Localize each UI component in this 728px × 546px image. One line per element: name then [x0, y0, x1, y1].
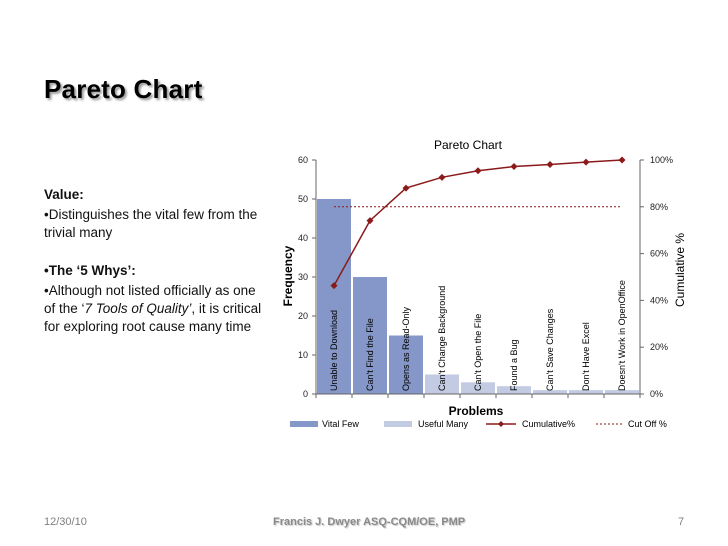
cumulative-point-6	[546, 160, 554, 168]
category-label-0: Unable to Download	[329, 310, 339, 391]
category-label-5: Found a Bug	[509, 339, 519, 391]
value-heading: Value:	[44, 187, 84, 202]
footer-date: 12/30/10	[44, 516, 87, 528]
y2-tick-label: 80%	[650, 202, 668, 212]
bar-vital-few-1	[353, 277, 387, 394]
cumulative-point-2	[402, 184, 410, 192]
footer-page: 7	[678, 516, 685, 528]
cumulative-line	[333, 159, 623, 287]
cumulative-point-4	[474, 167, 482, 175]
category-label-2: Opens as Read-Only	[401, 306, 411, 391]
cumulative-point-3	[438, 173, 446, 181]
category-label-4: Can't Open the File	[473, 314, 483, 391]
whys-bullet-post: , it is critical for exploring root caus…	[44, 301, 262, 334]
category-label-6: Can't Save Changes	[545, 308, 555, 391]
legend-label-2: Cumulative%	[522, 419, 575, 429]
category-label-1: Can't Find the File	[365, 318, 375, 391]
y-tick-label: 20	[298, 311, 308, 321]
bar-useful-many-4	[461, 382, 495, 394]
whys-bullet: •Although not listed officially as one o…	[44, 282, 268, 336]
cumulative-point-0	[330, 282, 338, 290]
legend-label-1: Useful Many	[418, 419, 469, 429]
whys-heading: •The ‘5 Whys’:	[44, 263, 136, 278]
bar-useful-many-6	[533, 390, 567, 394]
whys-bullet-italic: 7 Tools of Quality’	[84, 301, 192, 316]
bar-vital-few-2	[389, 335, 423, 394]
bar-useful-many-3	[425, 374, 459, 394]
legend-label-0: Vital Few	[322, 419, 359, 429]
x-axis-label: Problems	[449, 404, 504, 418]
bar-vital-few-0	[317, 199, 351, 394]
y2-tick-label: 60%	[650, 249, 668, 259]
footer-author: Francis J. Dwyer ASQ-CQM/OE, PMP	[273, 516, 466, 528]
whys-bullet-pre: •Although not listed officially as one o…	[44, 283, 256, 316]
cumulative-point-1	[366, 217, 374, 225]
y2-tick-label: 20%	[650, 342, 668, 352]
y2-axis-label: Cumulative %	[673, 233, 687, 307]
value-bullet: •Distinguishes the vital few from the tr…	[44, 207, 258, 240]
bar-useful-many-8	[605, 390, 639, 394]
y-tick-label: 0	[303, 389, 308, 399]
y-tick-label: 30	[298, 272, 308, 282]
chart-legend: Vital Few Useful Many Cumulative% Cut Off %	[290, 419, 667, 429]
bar-useful-many-5	[497, 386, 531, 394]
y-tick-label: 60	[298, 155, 308, 165]
y2-tick-label: 40%	[650, 295, 668, 305]
bar-useful-many-7	[569, 390, 603, 394]
y-axis-label: Frequency	[281, 245, 295, 306]
category-label-3: Can't Change Background	[437, 286, 447, 391]
cumulative-point-7	[582, 158, 590, 166]
slide-body: Value: •Distinguishes the vital few from…	[44, 186, 268, 336]
y-tick-label: 50	[298, 194, 308, 204]
cumulative-point-8	[618, 156, 626, 164]
cumulative-point-5	[510, 163, 518, 171]
category-label-8: Doesn't Work in OpenOffice	[617, 280, 627, 391]
chart-title: Pareto Chart	[434, 138, 503, 152]
y-tick-label: 10	[298, 350, 308, 360]
y2-tick-label: 0%	[650, 389, 663, 399]
legend-label-3: Cut Off %	[628, 419, 667, 429]
slide-title: Pareto Chart	[44, 74, 203, 104]
category-label-7: Don't Have Excel	[581, 322, 591, 391]
y2-tick-label: 100%	[650, 155, 673, 165]
y-tick-label: 40	[298, 233, 308, 243]
